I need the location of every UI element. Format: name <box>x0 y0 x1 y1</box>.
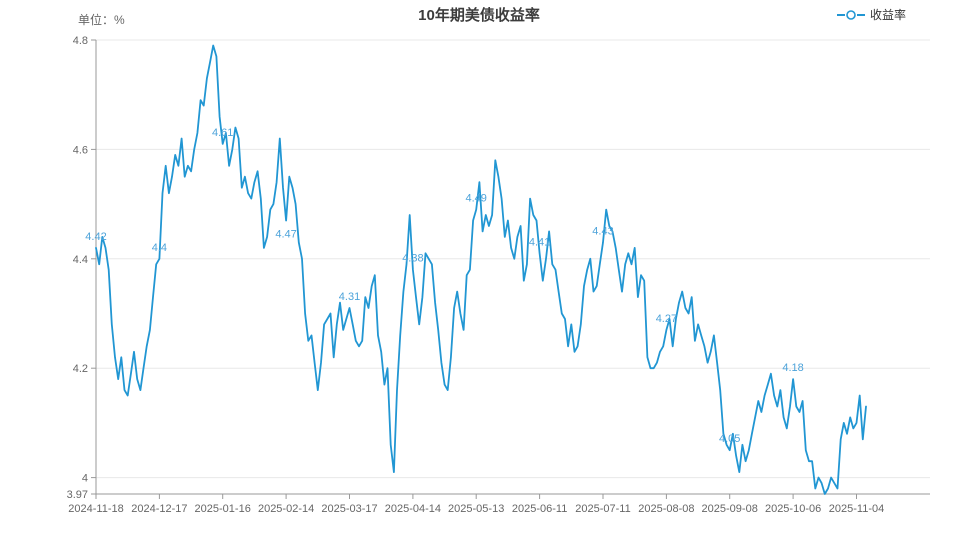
x-axis-tick-label: 2025-08-08 <box>638 503 694 515</box>
point-value-label: 4.4 <box>152 242 167 254</box>
x-axis-tick-label: 2024-11-18 <box>68 503 123 515</box>
line-series-icon <box>836 9 865 21</box>
legend-label: 收益率 <box>869 8 906 22</box>
x-axis-tick-label: 2024-12-17 <box>131 503 187 515</box>
point-value-label: 4.41 <box>529 236 550 248</box>
y-axis-tick-label: 4 <box>82 473 88 485</box>
yield-line-series[interactable] <box>95 44 867 495</box>
unit-label: 单位：% <box>78 13 125 27</box>
x-axis-tick-label: 2025-10-06 <box>765 503 821 515</box>
legend-item-yield[interactable]: 收益率 <box>836 6 906 23</box>
x-axis-tick-label: 2025-06-11 <box>512 503 567 515</box>
y-axis-tick-label: 4.8 <box>73 35 88 47</box>
x-axis-tick-label: 2025-01-16 <box>195 503 251 515</box>
x-axis-tick-label: 2025-07-11 <box>575 503 630 515</box>
y-axis-tick-label: 3.97 <box>67 489 88 501</box>
page-title: 10年期美债收益率 <box>418 7 540 24</box>
x-axis-tick-label: 2025-09-08 <box>702 503 758 515</box>
y-axis-tick-label: 4.4 <box>73 254 88 266</box>
point-value-label: 4.31 <box>339 291 360 303</box>
x-axis-tick-label: 2025-04-14 <box>385 503 441 515</box>
point-value-label: 4.49 <box>465 193 486 205</box>
point-value-label: 4.42 <box>85 231 106 243</box>
point-value-label: 4.38 <box>402 253 423 265</box>
point-value-label: 4.47 <box>275 229 296 241</box>
y-axis-tick-label: 4.6 <box>73 144 88 156</box>
point-value-label: 4.61 <box>212 127 233 139</box>
x-axis-tick-label: 2025-02-14 <box>258 503 314 515</box>
point-value-label: 4.18 <box>782 362 803 374</box>
point-value-label: 4.43 <box>592 225 613 237</box>
x-axis-tick-label: 2025-03-17 <box>321 503 377 515</box>
point-value-label: 4.05 <box>719 433 740 445</box>
y-axis-tick-label: 4.2 <box>73 363 88 375</box>
x-axis-tick-label: 2025-11-04 <box>829 503 884 515</box>
point-value-label: 4.27 <box>656 313 677 325</box>
x-axis-tick-label: 2025-05-13 <box>448 503 504 515</box>
